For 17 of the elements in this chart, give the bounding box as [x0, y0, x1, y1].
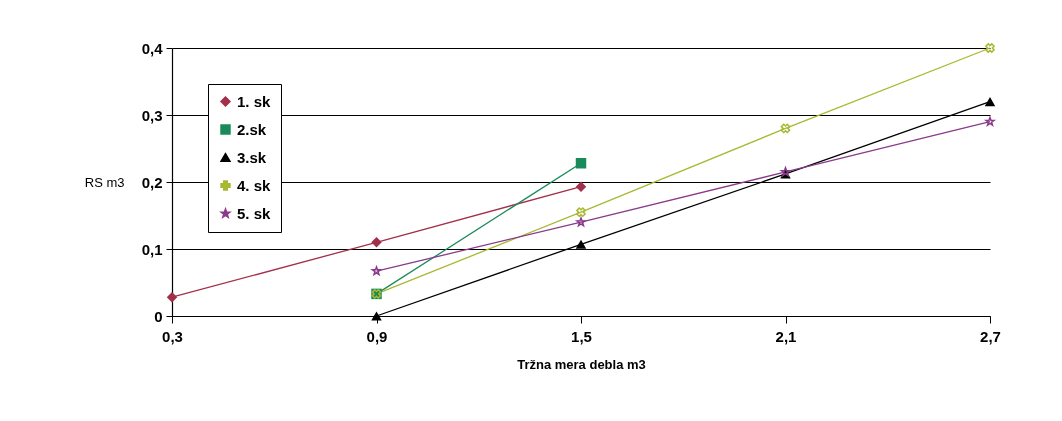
x-tick-label: 0,9: [366, 327, 388, 345]
legend-label: 1. sk: [237, 92, 272, 110]
legend-label: 5. sk: [237, 204, 272, 222]
y-axis-title: RS m3: [84, 174, 125, 190]
y-tick-label: 0,2: [141, 173, 163, 191]
x-tick-label: 2,1: [775, 327, 797, 345]
x-axis-title: Tržna mera debla m3: [517, 356, 646, 372]
y-tick-label: 0,4: [141, 39, 164, 57]
x-tick-label: 0,3: [162, 327, 183, 345]
legend-label: 3.sk: [237, 148, 267, 166]
y-tick-label: 0,1: [141, 240, 163, 258]
y-tick-label: 0,3: [141, 106, 163, 124]
legend-label: 4. sk: [237, 176, 272, 194]
legend-label: 2.sk: [237, 120, 267, 138]
y-tick-label: 0: [154, 307, 163, 325]
x-tick-label: 2,7: [980, 327, 1001, 345]
x-tick-label: 1,5: [571, 327, 592, 345]
